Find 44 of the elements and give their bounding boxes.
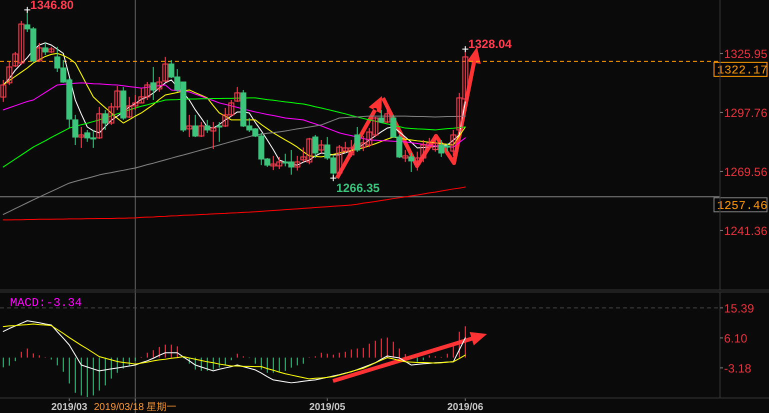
candlestick bbox=[36, 42, 42, 62]
candlestick bbox=[204, 119, 210, 134]
annotation: 1346.80 bbox=[30, 0, 74, 12]
x-tick-label: 2019/03 bbox=[51, 402, 88, 413]
candlestick bbox=[408, 152, 414, 172]
candlestick bbox=[78, 126, 84, 148]
candlestick bbox=[6, 61, 12, 86]
candlestick bbox=[150, 66, 156, 101]
candlestick bbox=[156, 76, 162, 92]
y-tick-label: 1297.76 bbox=[724, 106, 768, 120]
candlestick bbox=[312, 134, 318, 158]
annotation: MACD:-3.34 bbox=[10, 296, 82, 310]
ref-line-label: 1257.46 bbox=[717, 198, 768, 213]
y-tick-label: 6.10 bbox=[724, 331, 748, 346]
candlestick bbox=[210, 121, 216, 150]
candlestick bbox=[234, 86, 240, 102]
y-tick-label: 1325.95 bbox=[724, 46, 768, 61]
ref-line-label: 1322.17 bbox=[717, 63, 768, 78]
candlestick bbox=[450, 129, 456, 156]
y-tick-label: 15.39 bbox=[724, 301, 754, 316]
x-tick-label: 2019/06 bbox=[447, 402, 484, 413]
candlestick bbox=[42, 42, 48, 56]
annotation: 1266.35 bbox=[336, 181, 380, 196]
y-tick-label: 1269.56 bbox=[724, 164, 768, 179]
x-tick-label: 2019/05 bbox=[309, 402, 346, 413]
candlestick bbox=[402, 150, 408, 162]
candlestick bbox=[318, 139, 324, 154]
candlestick bbox=[96, 106, 102, 140]
candlestick bbox=[186, 114, 192, 138]
candlestick bbox=[162, 56, 168, 83]
y-tick-label: 1241.36 bbox=[724, 224, 768, 238]
y-tick-label: -3.18 bbox=[724, 361, 752, 376]
candlestick bbox=[354, 126, 360, 152]
candlestick bbox=[384, 105, 390, 124]
candlestick bbox=[198, 121, 204, 138]
candlestick bbox=[192, 114, 198, 138]
candlestick bbox=[102, 110, 108, 130]
x-tick-label: 2019/03/18 星期一 bbox=[94, 401, 177, 413]
candlestick bbox=[294, 155, 300, 172]
annotation: 1328.04 bbox=[468, 37, 512, 52]
candlestick bbox=[378, 110, 384, 124]
candlestick bbox=[72, 114, 78, 146]
candlestick bbox=[216, 121, 222, 142]
candlestick bbox=[0, 79, 6, 102]
